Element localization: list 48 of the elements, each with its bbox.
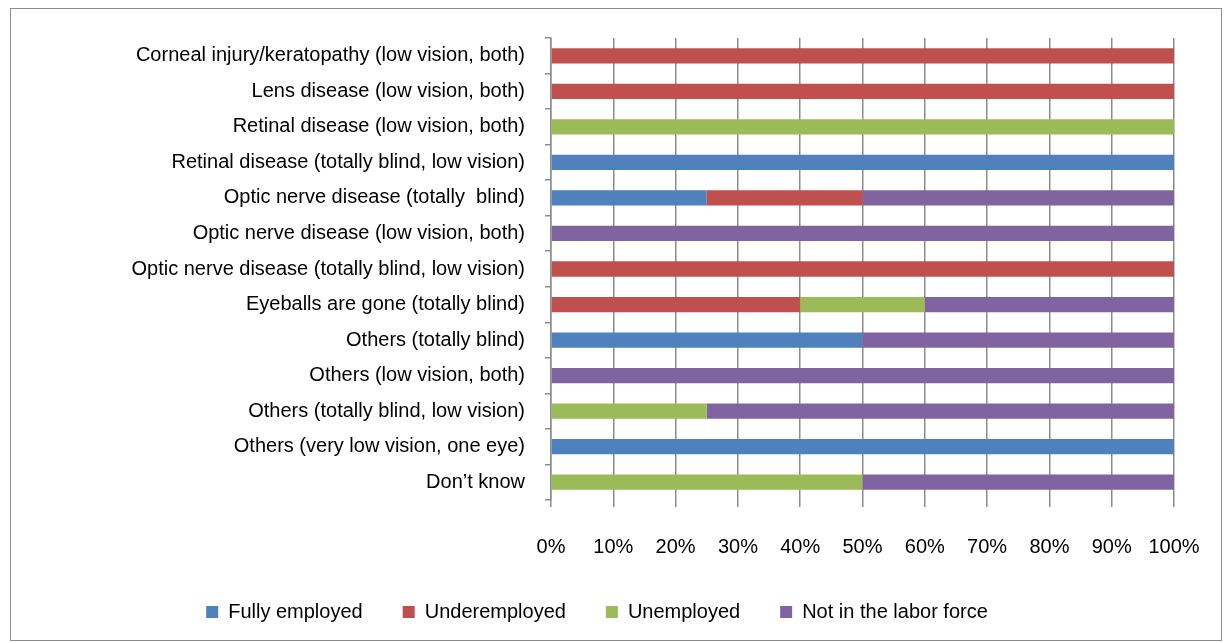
bar <box>551 367 1174 384</box>
y-tick-label: Lens disease (low vision, both) <box>251 78 525 101</box>
bar <box>862 190 1174 206</box>
x-tick-label: 50% <box>842 534 883 557</box>
bar <box>551 296 801 313</box>
bar <box>551 261 1174 277</box>
x-tick-label: 90% <box>1091 534 1132 557</box>
y-tick-label: Others (low vision, both) <box>309 363 525 386</box>
bar <box>551 403 707 419</box>
x-tick-label: 20% <box>655 534 696 557</box>
y-tick-label: Others (totally blind) <box>346 327 525 350</box>
legend-label: Not in the labor force <box>802 599 988 622</box>
x-tick-label: 60% <box>904 534 946 557</box>
x-tick-label: 70% <box>967 534 1008 557</box>
y-tick-label: Don’t know <box>426 469 526 492</box>
legend-label: Unemployed <box>627 599 741 622</box>
y-tick-label: Optic nerve disease (low vision, both) <box>192 220 525 243</box>
bar <box>800 296 925 313</box>
y-tick-label: Optic nerve disease (totally blind, low vision) <box>131 256 525 279</box>
legend-label: Fully employed <box>228 599 363 622</box>
y-tick-label: Optic nerve disease (totally blind) <box>223 185 525 208</box>
bar <box>551 190 707 206</box>
bar <box>551 439 1174 455</box>
y-tick-label: Corneal injury/keratopathy (low vision, both) <box>135 43 525 66</box>
bar <box>551 154 1174 171</box>
y-tick-label: Others (very low vision, one eye) <box>233 434 525 457</box>
x-tick-label: 30% <box>717 534 759 557</box>
y-tick-label: Retinal disease (low vision, both) <box>232 114 525 137</box>
bar <box>862 474 1174 490</box>
bar <box>551 332 863 348</box>
y-tick-label: Eyeballs are gone (totally blind) <box>245 292 525 315</box>
bar <box>862 332 1174 348</box>
x-tick-label: 40% <box>780 534 821 557</box>
bar <box>551 48 1174 64</box>
bar <box>551 225 1174 242</box>
bar <box>924 296 1174 313</box>
bar <box>706 403 1174 419</box>
bar <box>551 119 1174 135</box>
x-tick-label: 100% <box>1148 534 1200 557</box>
bar <box>706 190 863 206</box>
legend-label: Underemployed <box>424 599 566 622</box>
x-tick-label: 0% <box>536 534 566 557</box>
y-tick-label: Others (totally blind, low vision) <box>248 398 525 421</box>
y-tick-label: Retinal disease (totally blind, low vision) <box>171 149 525 172</box>
bar <box>551 83 1174 99</box>
bar <box>551 474 863 490</box>
x-tick-label: 10% <box>593 534 634 557</box>
x-tick-label: 80% <box>1029 534 1070 557</box>
